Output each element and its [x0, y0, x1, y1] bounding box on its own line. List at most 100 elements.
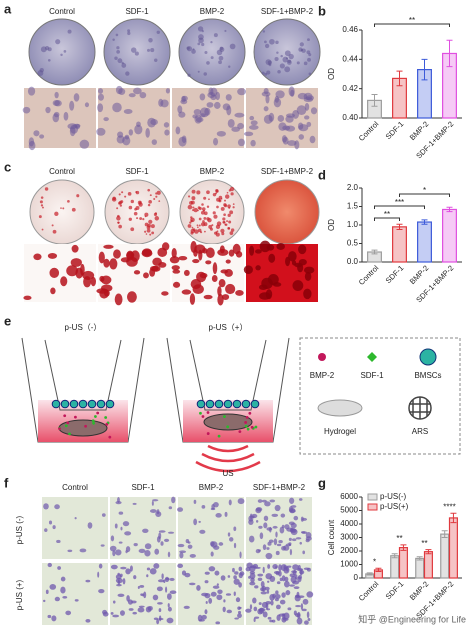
texture	[65, 610, 72, 616]
texture	[211, 274, 218, 282]
texture	[289, 507, 296, 514]
texture	[303, 567, 310, 571]
texture	[290, 522, 297, 529]
texture	[190, 200, 195, 205]
texture	[258, 284, 268, 290]
texture	[296, 61, 300, 65]
texture	[264, 586, 270, 591]
texture	[100, 544, 105, 547]
texture	[52, 229, 57, 234]
texture	[234, 112, 245, 118]
texture	[120, 566, 127, 570]
texture	[103, 244, 114, 249]
texture	[262, 30, 266, 33]
texture	[251, 513, 258, 519]
significance-label: **	[384, 210, 390, 219]
significance-bracket	[374, 217, 400, 221]
texture	[267, 60, 272, 65]
texture	[203, 217, 207, 220]
texture	[275, 604, 281, 610]
texture	[181, 570, 187, 576]
texture	[228, 249, 235, 257]
texture	[259, 532, 264, 540]
texture	[250, 139, 256, 147]
texture	[223, 203, 227, 207]
legend-box	[299, 337, 461, 455]
y-tick-label: 2000	[340, 546, 358, 555]
texture	[141, 593, 145, 597]
texture	[269, 594, 275, 601]
texture	[124, 134, 130, 140]
texture	[276, 51, 279, 54]
texture	[62, 595, 68, 599]
texture	[249, 604, 253, 610]
texture	[134, 51, 139, 56]
texture	[192, 228, 196, 231]
texture	[215, 621, 221, 625]
texture	[309, 135, 316, 144]
texture	[198, 224, 201, 227]
texture	[147, 203, 151, 207]
y-tick-label: 4000	[340, 519, 358, 528]
ars-icon	[408, 396, 432, 420]
texture	[279, 599, 286, 605]
texture	[213, 101, 221, 109]
texture	[74, 517, 77, 520]
sdf1-icon	[367, 352, 377, 362]
particle	[91, 419, 95, 423]
texture	[228, 65, 231, 68]
texture	[198, 619, 205, 622]
texture	[63, 50, 67, 53]
texture	[265, 552, 273, 560]
particle	[250, 425, 254, 429]
texture	[201, 30, 204, 33]
texture	[49, 584, 57, 590]
texture	[211, 224, 214, 227]
dish	[254, 179, 320, 245]
texture	[274, 95, 279, 103]
texture	[222, 220, 226, 224]
texture	[198, 217, 202, 221]
texture	[258, 549, 261, 552]
texture	[112, 102, 122, 113]
texture	[166, 617, 174, 624]
texture	[203, 294, 213, 300]
texture	[304, 620, 309, 625]
texture	[192, 259, 200, 264]
texture	[132, 611, 137, 615]
texture	[261, 71, 265, 75]
texture	[138, 202, 143, 207]
texture	[201, 203, 204, 206]
texture	[206, 217, 210, 221]
texture	[212, 585, 220, 589]
texture	[225, 593, 232, 596]
texture	[171, 248, 177, 259]
texture	[281, 592, 286, 598]
texture	[171, 496, 176, 504]
texture	[150, 48, 155, 53]
texture	[144, 230, 147, 233]
texture	[103, 258, 110, 268]
texture	[37, 70, 44, 77]
texture	[197, 26, 204, 32]
texture	[163, 122, 170, 128]
texture	[234, 617, 239, 620]
texture	[274, 56, 279, 62]
texture	[227, 532, 231, 537]
texture	[110, 611, 114, 615]
texture	[264, 72, 268, 76]
particle	[244, 421, 248, 424]
texture	[54, 596, 61, 602]
dish	[28, 18, 96, 86]
legend-label: SDF-1	[360, 371, 384, 380]
particle	[226, 425, 230, 429]
texture	[221, 294, 230, 300]
texture	[212, 192, 217, 197]
texture	[279, 63, 285, 69]
texture	[257, 499, 263, 503]
texture	[127, 31, 131, 36]
texture	[232, 243, 241, 255]
texture	[193, 518, 198, 526]
micrograph	[98, 88, 170, 148]
